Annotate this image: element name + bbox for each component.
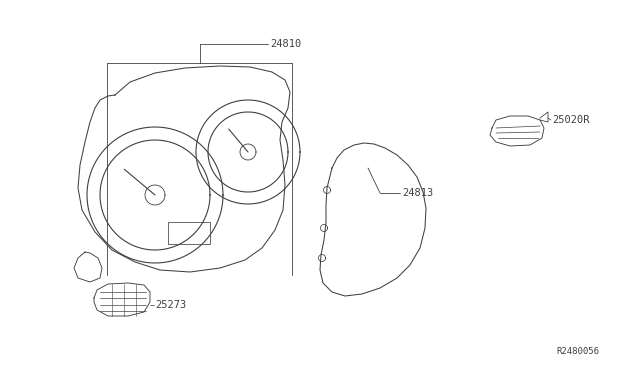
Bar — [168, 222, 210, 244]
Text: R2480056: R2480056 — [556, 347, 599, 356]
Text: 25273: 25273 — [155, 300, 186, 310]
Text: 25020R: 25020R — [552, 115, 589, 125]
Text: 24813: 24813 — [402, 188, 433, 198]
Text: 24810: 24810 — [270, 39, 301, 49]
